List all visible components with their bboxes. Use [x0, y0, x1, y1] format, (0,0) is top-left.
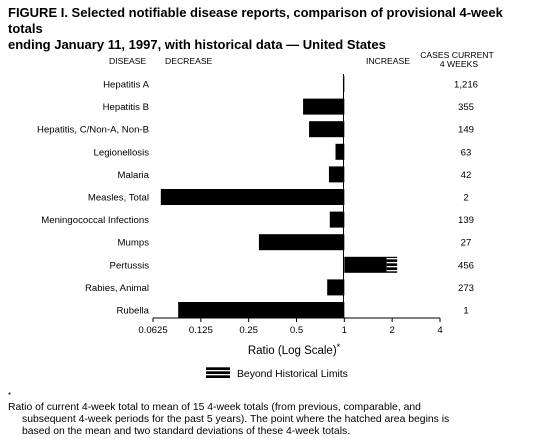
footnote-text-1: Ratio of current 4-week total to mean of… [8, 402, 421, 413]
footnote: * Ratio of current 4-week total to mean o… [8, 390, 536, 438]
category-label-rubella: Rubella [116, 306, 149, 317]
x-tick-label-5: 2 [389, 325, 394, 336]
bar-hepatitis-b [303, 98, 345, 115]
legend-swatch [206, 367, 230, 379]
x-tick-label-2: 0.25 [239, 325, 258, 336]
bar-legionellosis [335, 143, 345, 160]
category-label-legionellosis: Legionellosis [94, 147, 150, 158]
bar-rubella [178, 302, 345, 318]
x-tick-label-0: 0.0625 [138, 325, 167, 336]
bar-rabies-animal [327, 279, 345, 296]
category-label-rabies-animal: Rabies, Animal [85, 283, 149, 294]
category-label-hepatitis-b: Hepatitis B [103, 102, 149, 113]
category-label-measles-total: Measles, Total [88, 193, 149, 204]
title-line-2: ending January 11, 1997, with historical… [8, 37, 386, 52]
header-disease: DISEASE [109, 56, 147, 66]
cases-value-pertussis: 456 [458, 260, 474, 271]
footnote-mark: * [8, 391, 12, 400]
cases-value-mumps: 27 [461, 238, 472, 249]
x-tick-label-6: 4 [437, 325, 443, 336]
cases-value-measles-total: 2 [463, 193, 468, 204]
footnote-line-2: subsequent 4-week periods for the past 5… [22, 414, 450, 425]
chart-title: FIGURE I. Selected notifiable disease re… [8, 5, 533, 53]
header-increase: INCREASE [366, 56, 410, 66]
footnote-line-1: * Ratio of current 4-week total to mean o… [8, 390, 536, 414]
header-cases-line2: 4 WEEKS [440, 59, 478, 69]
category-label-hepatitis-c-non-a-non-b: Hepatitis, C/Non-A, Non-B [37, 125, 149, 136]
category-label-meningococcal-infections: Meningococcal Infections [41, 215, 149, 226]
cases-value-malaria: 42 [461, 170, 472, 181]
cases-value-rubella: 1 [463, 306, 468, 317]
legend-label: Beyond Historical Limits [237, 369, 348, 380]
category-label-hepatitis-a: Hepatitis A [103, 80, 149, 91]
x-axis-label: Ratio (Log Scale)* [248, 342, 341, 357]
cases-value-rabies-animal: 273 [458, 283, 474, 294]
cases-value-hepatitis-a: 1,216 [454, 80, 478, 91]
cases-value-legionellosis: 63 [461, 147, 472, 158]
category-label-pertussis: Pertussis [110, 260, 150, 271]
cases-value-meningococcal-infections: 139 [458, 215, 474, 226]
header-decrease: DECREASE [165, 56, 213, 66]
category-label-mumps: Mumps [118, 238, 150, 249]
bar-pertussis [344, 256, 387, 273]
title-line-1: FIGURE I. Selected notifiable disease re… [8, 5, 503, 36]
bar-hatched-pertussis [386, 256, 398, 273]
x-tick-label-1: 0.125 [189, 325, 213, 336]
x-tick-label-3: 0.5 [290, 325, 303, 336]
bar-mumps [258, 234, 345, 251]
header-cases-line1: CASES CURRENT [420, 50, 494, 60]
bar-measles-total [160, 189, 345, 205]
bar-malaria [328, 166, 345, 183]
cases-value-hepatitis-c-non-a-non-b: 149 [458, 125, 474, 136]
cases-value-hepatitis-b: 355 [458, 102, 474, 113]
footnote-line-3: based on the mean and two standard devia… [22, 426, 351, 437]
x-tick-label-4: 1 [342, 325, 347, 336]
bar-hepatitis-c-non-a-non-b [309, 121, 345, 138]
category-label-malaria: Malaria [118, 170, 150, 181]
bar-meningococcal-infections [329, 211, 345, 228]
